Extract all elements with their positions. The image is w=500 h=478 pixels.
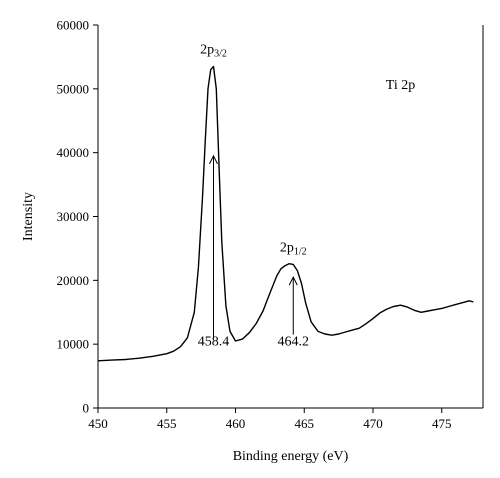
x-tick-label: 455	[157, 416, 177, 431]
y-tick-label: 40000	[57, 145, 90, 160]
annotations: 2p3/2 2p1/2 458.4 464.2 Ti 2p	[198, 43, 415, 350]
plot-area	[97, 65, 474, 362]
annotation-val1: 458.4	[198, 334, 230, 349]
y-tick-label: 10000	[57, 337, 90, 352]
y-tick-label: 60000	[57, 18, 90, 33]
y-tick-label: 50000	[57, 81, 90, 96]
annotation-val2: 464.2	[278, 334, 310, 349]
x-tick-label: 470	[363, 416, 383, 431]
x-tick-label: 460	[226, 416, 246, 431]
y-tick-label: 0	[83, 401, 90, 416]
x-tick-label: 450	[88, 416, 108, 431]
arrow-head	[209, 154, 218, 165]
x-tick-label: 465	[295, 416, 315, 431]
x-axis-label: Binding energy (eV)	[233, 449, 349, 464]
annotation-elem: Ti 2p	[386, 78, 415, 93]
axes: 450 455 460 465 470 475 0 10000 20000 30000 40000 5…	[57, 18, 484, 431]
y-tick-label: 20000	[57, 273, 90, 288]
annotation-peak2: 2p1/2	[280, 241, 307, 258]
series-line	[97, 65, 474, 362]
arrow-head	[288, 276, 298, 286]
y-axis-label: Intensity	[21, 192, 36, 241]
y-tick-label: 30000	[57, 209, 90, 224]
annotation-peak1: 2p3/2	[200, 43, 227, 60]
x-tick-label: 475	[432, 416, 452, 431]
